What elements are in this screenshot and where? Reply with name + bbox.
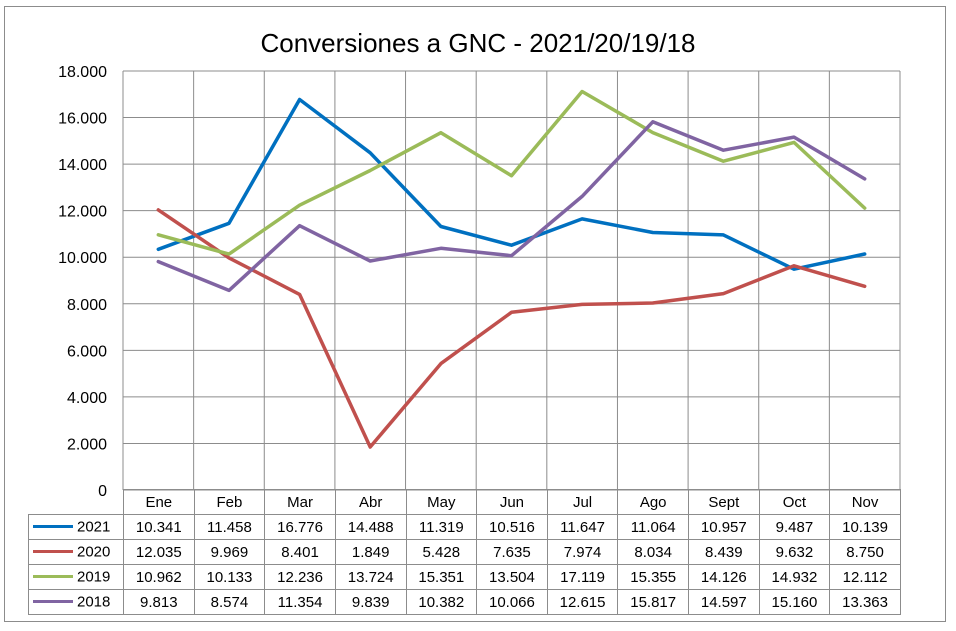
y-axis-ticks: 02.0004.0006.0008.00010.00012.00014.0001… (58, 64, 107, 500)
data-label: 12.035 (123, 539, 195, 565)
y-tick-label: 18.000 (58, 64, 107, 81)
y-tick-label: 4.000 (67, 390, 107, 407)
legend-entry: 2020 (28, 539, 124, 565)
data-label: 15.355 (617, 564, 689, 590)
data-label: 10.957 (688, 514, 760, 540)
legend-label: 2018 (77, 593, 111, 611)
data-label: 12.112 (829, 564, 901, 590)
table-row: 2018 9.813 8.574 11.354 9.839 10.382 10.066 12.… (28, 589, 901, 615)
data-label: 9.839 (334, 589, 407, 615)
legend-entry: 2019 (28, 564, 124, 590)
data-label: 11.319 (405, 514, 478, 540)
data-label: 5.428 (405, 539, 478, 565)
x-tick-label: Sept (688, 489, 760, 515)
y-tick-label: 2.000 (67, 436, 107, 453)
table-row: 2021 10.341 11.458 16.776 14.488 11.319 10.516… (28, 514, 901, 540)
data-label: 17.119 (546, 564, 619, 590)
legend-label: 2020 (77, 543, 111, 561)
series-line-2021 (156, 97, 867, 271)
legend-key-line (33, 574, 73, 578)
y-tick-label: 14.000 (58, 157, 107, 174)
data-label: 14.932 (758, 564, 831, 590)
legend-entry: 2018 (28, 589, 124, 615)
legend-key-line (33, 524, 73, 528)
data-label: 9.632 (758, 539, 831, 565)
x-tick-label: Ene (123, 489, 195, 515)
data-label: 12.236 (264, 564, 336, 590)
x-tick-label: Nov (829, 489, 901, 515)
data-label: 10.133 (193, 564, 266, 590)
data-label: 13.504 (476, 564, 548, 590)
data-label: 9.969 (193, 539, 266, 565)
legend-label: 2021 (77, 518, 111, 536)
data-label: 11.647 (546, 514, 619, 540)
legend-label: 2019 (77, 568, 111, 586)
x-tick-label: Ago (617, 489, 689, 515)
data-label: 10.516 (476, 514, 548, 540)
x-tick-label: Feb (193, 489, 266, 515)
data-label: 11.458 (193, 514, 266, 540)
legend-key-line (33, 599, 73, 603)
data-label: 7.974 (546, 539, 619, 565)
data-label: 11.354 (264, 589, 336, 615)
data-label: 8.034 (617, 539, 689, 565)
data-label: 12.615 (546, 589, 619, 615)
data-label: 10.341 (123, 514, 195, 540)
data-label: 14.488 (334, 514, 407, 540)
x-tick-label: Jun (476, 489, 548, 515)
data-label: 8.439 (688, 539, 760, 565)
data-label: 14.597 (688, 589, 760, 615)
x-tick-label: May (405, 489, 478, 515)
category-row: Ene Feb Mar Abr May Jun Jul Ago Sept Oct Nov (28, 489, 901, 515)
data-label: 13.724 (334, 564, 407, 590)
data-label: 10.962 (123, 564, 195, 590)
chart-title: Conversiones a GNC - 2021/20/19/18 (260, 28, 696, 58)
data-label: 15.160 (758, 589, 831, 615)
y-tick-label: 16.000 (58, 111, 107, 128)
series-line-2020 (156, 208, 867, 449)
data-label: 11.064 (617, 514, 689, 540)
data-label: 15.351 (405, 564, 478, 590)
data-label: 13.363 (829, 589, 901, 615)
data-label: 10.139 (829, 514, 901, 540)
data-label: 9.487 (758, 514, 831, 540)
data-label: 8.574 (193, 589, 266, 615)
x-tick-label: Abr (334, 489, 407, 515)
table-row: 2020 12.035 9.969 8.401 1.849 5.428 7.635 7.974… (28, 539, 901, 565)
legend-entry: 2021 (28, 514, 124, 540)
x-tick-label: Mar (264, 489, 336, 515)
data-label: 15.817 (617, 589, 689, 615)
y-tick-label: 12.000 (58, 204, 107, 221)
series-lines (156, 89, 867, 449)
legend-key-line (33, 549, 73, 553)
data-label: 8.401 (264, 539, 336, 565)
y-tick-label: 6.000 (67, 343, 107, 360)
table-row: 2019 10.962 10.133 12.236 13.724 15.351 13.504… (28, 564, 901, 590)
y-tick-label: 10.000 (58, 250, 107, 267)
table-corner (28, 489, 124, 515)
x-tick-label: Jul (546, 489, 619, 515)
data-table: Ene Feb Mar Abr May Jun Jul Ago Sept Oct Nov 2021 10… (28, 489, 901, 615)
data-label: 7.635 (476, 539, 548, 565)
series-line-2018 (156, 120, 867, 293)
x-tick-label: Oct (758, 489, 831, 515)
series-line-2019 (156, 89, 867, 256)
data-label: 10.066 (476, 589, 548, 615)
data-label: 10.382 (405, 589, 478, 615)
data-label: 16.776 (264, 514, 336, 540)
y-tick-label: 8.000 (67, 297, 107, 314)
data-label: 1.849 (334, 539, 407, 565)
data-label: 8.750 (829, 539, 901, 565)
data-label: 14.126 (688, 564, 760, 590)
data-label: 9.813 (123, 589, 195, 615)
